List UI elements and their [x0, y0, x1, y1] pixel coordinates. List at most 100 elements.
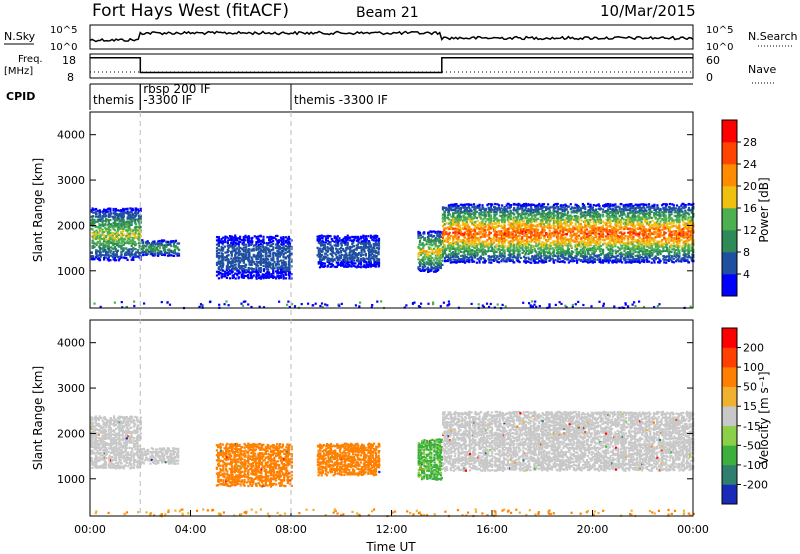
echo-cell: [528, 208, 531, 211]
echo-cell: [138, 246, 141, 249]
echo-cell: [448, 236, 451, 239]
echo-cell: [101, 254, 104, 257]
echo-cell: [109, 232, 112, 235]
echo-cell: [111, 215, 114, 218]
echo-cell: [587, 236, 590, 239]
echo-cell: [457, 232, 460, 235]
echo-cell: [526, 242, 529, 245]
echo-cell: [279, 236, 283, 239]
echo-cell: [371, 238, 374, 241]
echo-cell: [337, 252, 340, 255]
echo-cell: [122, 237, 125, 240]
echo-cell: [376, 239, 379, 242]
echo-cell: [538, 240, 541, 243]
echo-cell: [547, 256, 550, 259]
echo-cell: [362, 240, 365, 243]
echo-cell: [247, 257, 250, 260]
echo-cell: [461, 219, 464, 222]
echo-cell: [112, 225, 115, 228]
echo-cell: [132, 239, 135, 242]
echo-cell: [433, 242, 436, 245]
echo-cell: [352, 241, 355, 244]
echo-cell: [236, 272, 239, 275]
echo-cell: [248, 248, 251, 251]
echo-cell: [93, 220, 96, 223]
echo-cell: [272, 251, 275, 254]
beam-label: Beam 21: [356, 5, 419, 21]
echo-cell: [434, 238, 437, 241]
echo-cell: [321, 247, 324, 250]
echo-cell: [491, 208, 494, 211]
echo-cell: [473, 211, 477, 215]
echo-cell: [596, 216, 599, 219]
echo-cell: [536, 237, 539, 240]
echo-cell: [479, 242, 482, 245]
echo-cell: [259, 260, 262, 263]
echo-cell: [509, 216, 512, 219]
echo-cell: [275, 264, 278, 267]
echo-cell: [268, 248, 271, 251]
echo-cell: [282, 253, 285, 256]
echo-cell: [581, 240, 584, 243]
echo-cell: [445, 227, 448, 230]
echo-cell: [234, 245, 237, 248]
echo-cell: [232, 236, 235, 239]
echo-cell: [374, 263, 377, 267]
echo-cell: [262, 241, 265, 245]
echo-cell: [288, 262, 291, 265]
echo-cell: [255, 264, 258, 267]
echo-cell: [318, 258, 322, 262]
echo-cell: [221, 253, 224, 256]
echo-cell: [521, 237, 524, 240]
echo-cell: [237, 269, 240, 272]
echo-cell: [232, 260, 235, 263]
echo-cell: [323, 262, 326, 265]
echo-cell: [280, 238, 284, 241]
echo-cell: [441, 246, 444, 249]
echo-cell: [459, 240, 462, 243]
echo-cell: [526, 209, 529, 212]
echo-cell: [423, 243, 426, 246]
echo-cell: [428, 250, 431, 254]
echo-cell: [324, 237, 328, 240]
echo-cell: [374, 244, 377, 247]
echo-cell: [418, 243, 421, 246]
echo-cell: [226, 263, 229, 266]
echo-cell: [558, 242, 561, 245]
echo-cell: [471, 245, 474, 248]
echo-cell: [457, 220, 460, 223]
echo-cell: [473, 217, 476, 220]
echo-cell: [106, 233, 109, 236]
echo-cell: [371, 263, 374, 266]
echo-cell: [138, 236, 141, 239]
echo-cell: [99, 226, 102, 229]
echo-cell: [476, 243, 479, 246]
echo-cell: [523, 234, 526, 237]
echo-cell: [112, 228, 115, 231]
echo-cell: [535, 261, 538, 264]
echo-cell: [433, 252, 436, 255]
echo-cell: [421, 252, 424, 255]
echo-cell: [587, 234, 590, 237]
echo-cell: [419, 259, 422, 262]
echo-cell: [506, 210, 509, 213]
echo-cell: [491, 255, 494, 258]
echo-cell: [237, 251, 240, 254]
echo-cell: [245, 253, 248, 257]
echo-cell: [158, 250, 161, 253]
echo-cell: [554, 219, 557, 222]
echo-cell: [234, 251, 237, 254]
echo-cell: [282, 274, 285, 277]
echo-cell: [123, 208, 127, 211]
echo-cell: [503, 230, 506, 233]
echo-cell: [250, 238, 253, 241]
echo-cell: [511, 236, 514, 239]
echo-cell: [417, 266, 420, 269]
echo-cell: [116, 256, 120, 259]
echo-cell: [567, 220, 570, 223]
echo-cell: [424, 237, 427, 240]
echo-cell: [502, 254, 505, 257]
echo-cell: [321, 265, 324, 268]
echo-cell: [262, 269, 265, 272]
